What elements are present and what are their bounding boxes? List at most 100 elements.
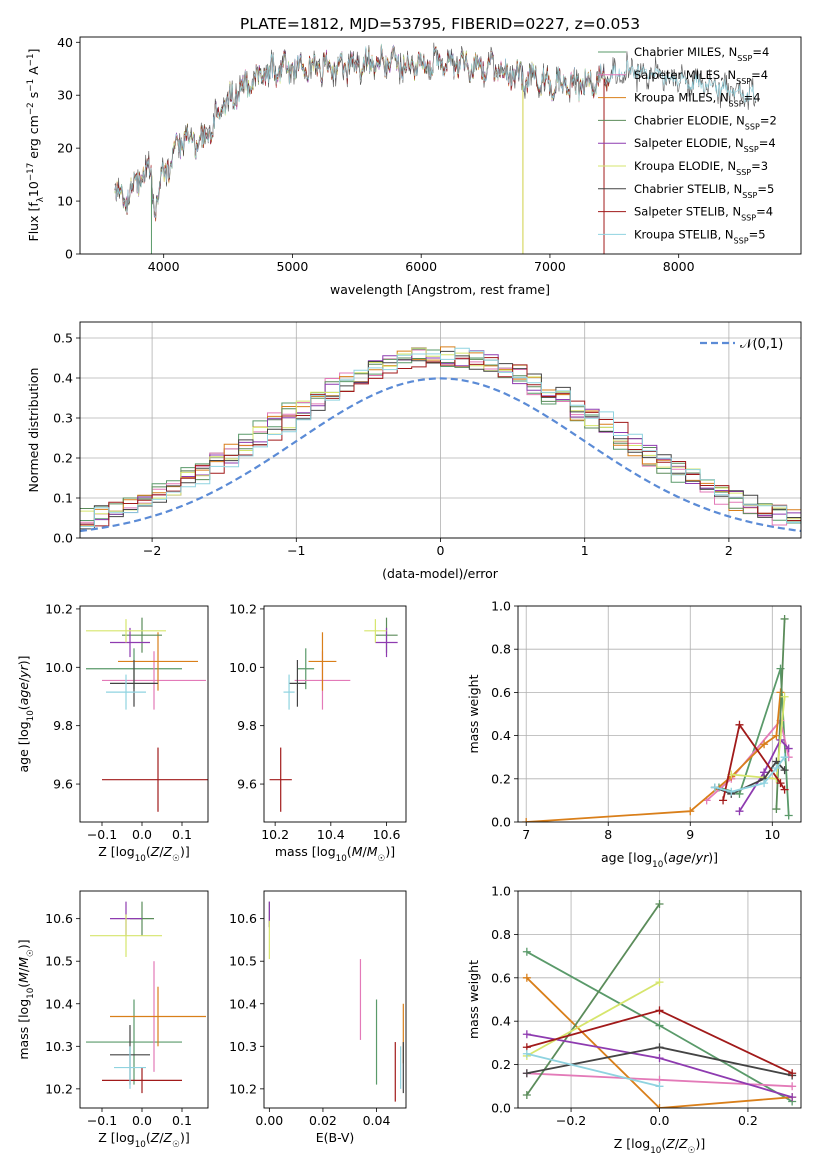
mass_vs_Z-ytick-label-0: 10.2 (45, 1081, 73, 1096)
spectrum-xtick-label-1: 5000 (277, 259, 309, 274)
weight_vs_Z-xlabel: Z [log10(Z/Z☉)] (614, 1136, 706, 1156)
weight_vs_age-marker-8-0 (710, 783, 719, 792)
weight_vs_Z-marker-4-0 (522, 1030, 531, 1039)
residuals-plot-area (80, 346, 801, 533)
weight_vs_Z-marker-7-2 (788, 1069, 797, 1078)
weight_vs_age-marker-3-0 (772, 805, 781, 814)
weight_vs_age-xtick-label-0: 7 (522, 827, 530, 842)
weight_vs_Z-ytick-label-4: 0.8 (491, 927, 511, 942)
weight_vs_age-marker-8-4 (780, 753, 789, 762)
weight_vs_age-marker-7-3 (780, 785, 789, 794)
spectrum-legend-label-3: Chabrier ELODIE, NSSP=2 (634, 113, 777, 130)
residual-xlabel: (data-model)/error (382, 566, 499, 581)
weight_vs_age-marker-4-0 (735, 807, 744, 816)
weight_vs_age-xlabel: age [log10(age/yr)] (601, 850, 718, 870)
residuals-ytick-label-0: 0.0 (53, 531, 73, 546)
mass_vs_Z-xtick-label-0: −0.1 (87, 1113, 117, 1128)
weight_vs_Z-xtick-label-1: 0.0 (650, 1113, 670, 1128)
spectrum-legend-label-2: Kroupa MILES, NSSP=4 (634, 91, 761, 109)
spectrum-legend-label-0: Chabrier MILES, NSSP=4 (634, 45, 769, 63)
weight_vs_Z-line-8 (526, 1052, 660, 1088)
residuals-ytick-label-2: 0.2 (53, 451, 73, 466)
spectrum-ytick-label-2: 20 (57, 141, 73, 156)
weight_vs_Z-ytick-label-0: 0.0 (491, 1101, 511, 1116)
residuals-frame (79, 321, 802, 539)
weight_vs_Z-plot-area (522, 900, 797, 1108)
age_vs_Z-ylabel: age [log10(age/yr)] (16, 655, 36, 772)
weight_vs_Z-marker-2-0 (522, 973, 531, 982)
mass_vs_Z-ytick-label-1: 10.3 (45, 1039, 73, 1054)
weight_vs_Z-marker-6-1 (655, 1043, 664, 1052)
mass_vs_Z-ylabel: mass [log10(M/M☉)] (16, 939, 36, 1059)
age_vs_mass-axes: 10.2 10.4 10.6 9.6 9.8 10.0 10.2 (229, 601, 407, 842)
mass_vs_ebv-ytick-label-2: 10.4 (229, 996, 257, 1011)
weight_vs_Z-marker-6-0 (522, 1069, 531, 1078)
weight_vs_age-line-7 (722, 722, 786, 801)
age_vs_Z-xtick-label-2: 0.1 (172, 827, 192, 842)
age_vs_mass-xtick-label-1: 10.4 (317, 827, 345, 842)
spectrum-ytick-label-1: 10 (57, 194, 73, 209)
residuals-ytick-label-1: 0.1 (53, 491, 73, 506)
residuals-xtick-label-3: 1 (581, 543, 589, 558)
weight_vs_age-marker-7-1 (735, 720, 744, 729)
weight_vs_age-ylabel: mass weight (466, 674, 481, 753)
age_vs_mass-ytick-label-3: 10.2 (229, 601, 257, 616)
weight_vs_Z-marker-2-1 (655, 1104, 664, 1108)
spectrum-xtick-label-2: 6000 (405, 259, 437, 274)
mass_vs_Z-frame (79, 890, 209, 1109)
weight_vs_age-line-3 (775, 618, 786, 810)
age_vs_Z-xtick-label-0: −0.1 (87, 827, 117, 842)
weight_vs_Z-marker-3-1 (655, 900, 664, 909)
age_vs_Z-ytick-label-1: 9.8 (53, 718, 73, 733)
weight_vs_Z-marker-0-1 (655, 1021, 664, 1030)
spectrum-xtick-label-3: 7000 (534, 259, 566, 274)
weight_vs_age-plot-area (522, 614, 793, 822)
residuals-xtick-label-1: −1 (287, 543, 305, 558)
mass_vs_Z-axes: −0.1 0.0 0.1 10.2 10.3 10.4 10.5 10.6 (45, 890, 209, 1128)
weight_vs_Z-marker-0-0 (522, 947, 531, 956)
weight_vs_Z-line-2 (526, 977, 793, 1108)
mass_vs_Z-xlabel: Z [log10(Z/Z☉)] (98, 1130, 190, 1150)
mass_vs_Z-plot-area (86, 901, 206, 1094)
weight_vs_age-ytick-label-0: 0.0 (491, 815, 511, 830)
weight_vs_Z-marker-4-2 (788, 1093, 797, 1102)
age_vs_Z-ytick-label-2: 10.0 (45, 660, 73, 675)
weight_vs_age-ytick-label-4: 0.8 (491, 642, 511, 657)
spectrum-axes: 4000 5000 6000 7000 8000 0 10 20 30 40 (57, 35, 802, 274)
mass_vs_ebv-xlabel: E(B-V) (316, 1130, 355, 1145)
spectrum-xtick-label-4: 8000 (663, 259, 695, 274)
weight_vs_age-axes: 7 8 9 10 0.0 0.2 0.4 0.6 0.8 1.0 (491, 599, 802, 842)
weight_vs_age-ytick-label-2: 0.4 (491, 728, 511, 743)
weight_vs_Z-marker-7-1 (655, 1006, 664, 1015)
residual-ylabel: Normed distribution (26, 368, 41, 493)
mass_vs_Z-ytick-label-4: 10.6 (45, 911, 73, 926)
spectrum-plot-area (114, 42, 757, 254)
weight_vs_age-xtick-label-1: 8 (604, 827, 612, 842)
age_vs_mass-ytick-label-0: 9.6 (237, 777, 257, 792)
spectrum-ytick-label-4: 40 (57, 35, 73, 50)
spectrum-series-8 (114, 43, 757, 218)
age_vs_Z-plot-area (86, 617, 208, 812)
age_vs_Z-ytick-label-3: 10.2 (45, 601, 73, 616)
spectrum-ylabel: Flux [fλ10−17 erg cm−2 s−1 A−1] (26, 49, 46, 242)
age_vs_mass-frame (263, 605, 407, 823)
weight_vs_age-marker-7-0 (719, 796, 728, 805)
weight_vs_Z-frame (517, 890, 802, 1109)
weight_vs_Z-ytick-label-3: 0.6 (491, 970, 511, 985)
mass_vs_ebv-frame (263, 890, 407, 1109)
mass_vs_Z-xtick-label-2: 0.1 (172, 1113, 192, 1128)
mass_vs_ebv-xtick-label-2: 0.04 (363, 1113, 391, 1128)
age_vs_Z-axes: −0.1 0.0 0.1 9.6 9.8 10.0 10.2 (45, 601, 209, 842)
spectrum-xlabel: wavelength [Angstrom, rest frame] (330, 282, 550, 297)
weight_vs_age-marker-2-1 (686, 807, 695, 816)
weight_vs_age-marker-0-3 (784, 811, 793, 820)
mass_vs_ebv-xtick-label-1: 0.02 (309, 1113, 337, 1128)
age_vs_mass-xtick-label-0: 10.2 (261, 827, 289, 842)
spectrum-ytick-label-0: 0 (65, 247, 73, 262)
figure-title: PLATE=1812, MJD=53795, FIBERID=0227, z=0… (240, 15, 640, 33)
spectrum-frame (79, 36, 802, 255)
weight_vs_Z-marker-3-0 (522, 1090, 531, 1099)
weight_vs_age-frame (517, 605, 802, 823)
mass_vs_Z-ytick-label-3: 10.5 (45, 954, 73, 969)
weight_vs_Z-ytick-label-2: 0.4 (491, 1014, 511, 1029)
